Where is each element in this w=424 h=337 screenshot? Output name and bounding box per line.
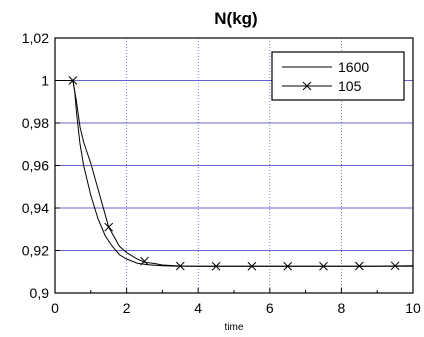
y-tick-label: 0,98 — [22, 115, 49, 131]
series-point-105 — [175, 261, 185, 271]
series-line-105 — [55, 80, 414, 267]
legend-box — [271, 51, 405, 101]
series-point-105 — [390, 261, 400, 271]
series-layer — [55, 76, 414, 271]
plot-frame — [54, 37, 414, 294]
series-point-105 — [247, 261, 257, 271]
y-axis-ticks: 0,9 0,92 0,94 0,96 0,98 1 1,02 — [22, 30, 60, 301]
x-tick-label: 4 — [194, 300, 202, 316]
series-point-105 — [319, 261, 328, 271]
series-point-105 — [104, 222, 114, 232]
x-axis-ticks: 0 2 4 6 8 10 — [51, 288, 421, 316]
y-tick-label: 1 — [41, 73, 49, 89]
y-tick-label: 0,9 — [30, 285, 50, 301]
legend: 1600 105 — [271, 51, 405, 101]
series-point-105 — [68, 76, 78, 85]
series-point-105 — [140, 256, 149, 266]
x-tick-label: 10 — [405, 300, 421, 316]
legend-label-105: 105 — [338, 78, 362, 94]
legend-label-1600: 1600 — [338, 59, 369, 75]
series-point-105 — [354, 261, 364, 271]
y-tick-label: 0,96 — [22, 158, 49, 174]
x-tick-label: 0 — [51, 300, 59, 316]
y-tick-label: 0,92 — [22, 243, 49, 259]
series-point-105 — [211, 261, 221, 271]
x-tick-label: 2 — [123, 300, 131, 316]
legend-marker-105 — [302, 81, 312, 91]
x-axis-label: time — [225, 322, 244, 333]
y-tick-label: 0,94 — [22, 200, 49, 216]
x-tick-label: 6 — [266, 300, 274, 316]
x-tick-label: 8 — [338, 300, 346, 316]
chart-title: N(kg) — [214, 9, 257, 28]
y-tick-label: 1,02 — [22, 30, 49, 46]
series-point-105 — [283, 261, 293, 271]
series-line-1600 — [55, 80, 413, 267]
